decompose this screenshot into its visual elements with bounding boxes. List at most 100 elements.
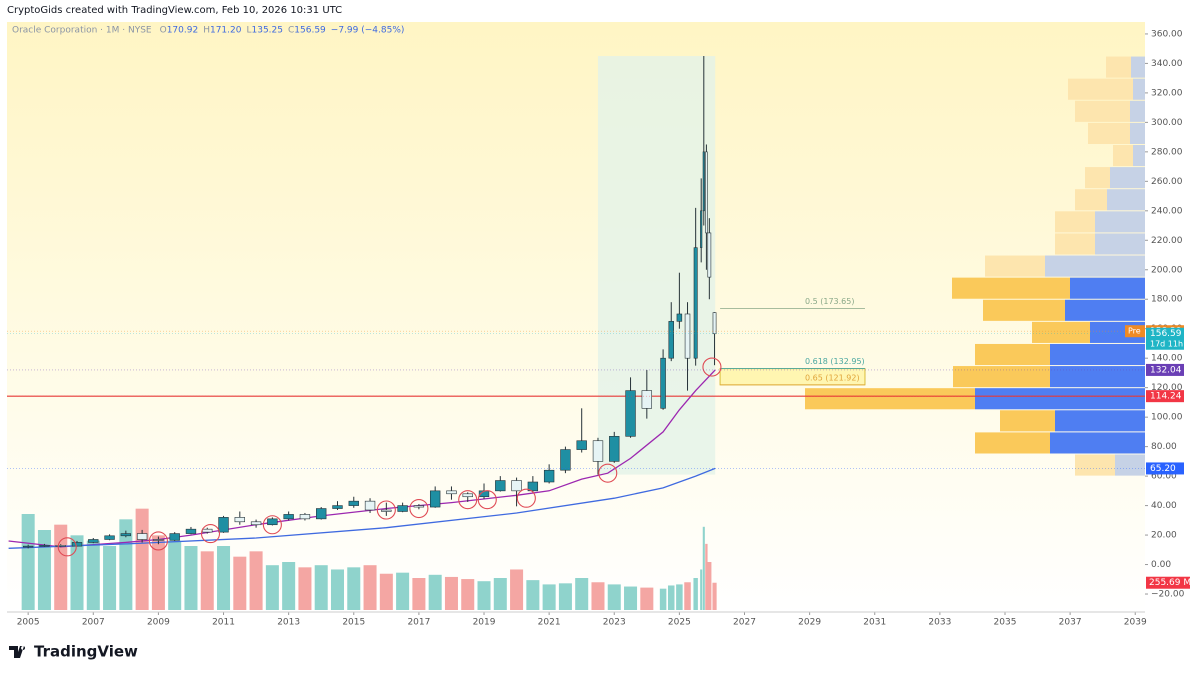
candle-body	[676, 313, 683, 322]
candle-body	[185, 528, 197, 534]
volume-bar	[624, 586, 638, 610]
profile-up	[1095, 233, 1145, 255]
profile-down	[1075, 454, 1115, 476]
candle-body	[267, 518, 278, 526]
volume-bar	[493, 578, 507, 610]
candle-body	[283, 514, 294, 520]
x-tick-label: 2009	[147, 618, 170, 628]
profile-up	[1133, 144, 1145, 167]
x-tick-label: 2013	[277, 618, 300, 628]
profile-down	[1068, 78, 1133, 100]
candle-body	[153, 539, 164, 541]
x-tick-label: 2017	[407, 618, 430, 628]
brand-logo: TradingView	[9, 643, 138, 661]
candle-body	[316, 508, 327, 520]
price-label-bg	[1146, 462, 1184, 475]
candle-body	[136, 533, 148, 540]
price-label-bg	[1146, 363, 1184, 376]
pre-tag-bg	[1125, 325, 1145, 338]
profile-down	[1055, 211, 1095, 233]
candle-body	[527, 481, 539, 492]
profile-up	[1095, 211, 1145, 233]
y-tick-label: 260.00	[1151, 177, 1183, 187]
profile-down	[985, 255, 1045, 277]
volume-bar	[702, 526, 705, 610]
profile-up	[1130, 100, 1145, 122]
y-tick-label: 80.00	[1151, 442, 1177, 452]
volume-bar	[184, 546, 198, 610]
volume-bar	[70, 535, 84, 610]
y-tick-label: 340.00	[1151, 59, 1183, 69]
volume-bar	[298, 567, 312, 610]
candle-body	[397, 505, 408, 512]
candle-body	[700, 210, 703, 248]
profile-down	[952, 277, 1070, 299]
x-tick-label: 2027	[733, 618, 756, 628]
candle-body	[543, 469, 555, 483]
candle-body	[332, 505, 343, 509]
volume-bar	[151, 535, 165, 610]
volume-bar	[684, 582, 691, 610]
volume-bar	[168, 540, 182, 610]
volume-bar	[667, 585, 675, 610]
volume-bar	[659, 588, 667, 610]
profile-up	[975, 388, 1145, 410]
price-label: 156.59	[1150, 329, 1182, 339]
profile-up	[1130, 122, 1145, 144]
y-tick-label: 320.00	[1151, 88, 1183, 98]
profile-down	[1000, 410, 1055, 432]
y-tick-label: 60.00	[1151, 472, 1177, 482]
volume-bar	[693, 578, 698, 610]
volume-bar	[217, 546, 231, 610]
candle-body	[462, 493, 473, 498]
candle-body	[413, 505, 425, 508]
ohlc-key: C	[288, 26, 294, 36]
brand: TradingView	[34, 643, 138, 661]
candle-body	[609, 436, 620, 462]
candle-body	[576, 440, 587, 450]
volume-bar	[607, 584, 621, 610]
volume-bar	[526, 580, 540, 610]
volume-bar	[363, 565, 377, 610]
y-tick-label: 280.00	[1151, 147, 1183, 157]
x-tick-label: 2019	[473, 618, 496, 628]
x-tick-label: 2011	[212, 618, 235, 628]
candle-body	[429, 490, 441, 508]
candle-body	[39, 545, 50, 547]
y-tick-label: 140.00	[1151, 354, 1183, 364]
price-label: 65.20	[1150, 464, 1176, 474]
profile-down	[1113, 144, 1133, 167]
volume-bar	[428, 574, 442, 610]
profile-up	[1131, 56, 1145, 78]
low-marker	[200, 524, 221, 544]
candle-body	[71, 542, 83, 547]
volume-bar	[282, 562, 296, 610]
candle-body	[169, 533, 180, 541]
candle-body	[234, 517, 245, 523]
candle-body	[446, 490, 457, 495]
x-tick-label: 2007	[82, 618, 105, 628]
x-tick-label: 2021	[538, 618, 561, 628]
candle-body	[250, 521, 262, 526]
candle-body	[625, 390, 636, 437]
y-tick-label: 100.00	[1151, 413, 1183, 423]
price-label: 132.04	[1150, 365, 1182, 375]
price-label-bg	[1146, 390, 1184, 403]
volume-bar	[705, 543, 708, 610]
x-tick-label: 2037	[1059, 618, 1082, 628]
low-marker	[148, 531, 168, 551]
volume-bar	[200, 551, 214, 610]
price-label-bg	[1146, 327, 1184, 340]
candle-body	[88, 539, 99, 543]
moving-average	[8, 467, 716, 549]
profile-down	[1106, 56, 1131, 78]
y-tick-label: 240.00	[1151, 206, 1183, 216]
candle-body	[693, 247, 698, 359]
volume-bar	[676, 584, 683, 610]
x-tick-label: 2005	[17, 618, 40, 628]
candle-body	[381, 509, 392, 512]
x-tick-label: 2039	[1124, 618, 1147, 628]
profile-up	[1115, 454, 1145, 476]
volume-bar	[640, 587, 654, 610]
